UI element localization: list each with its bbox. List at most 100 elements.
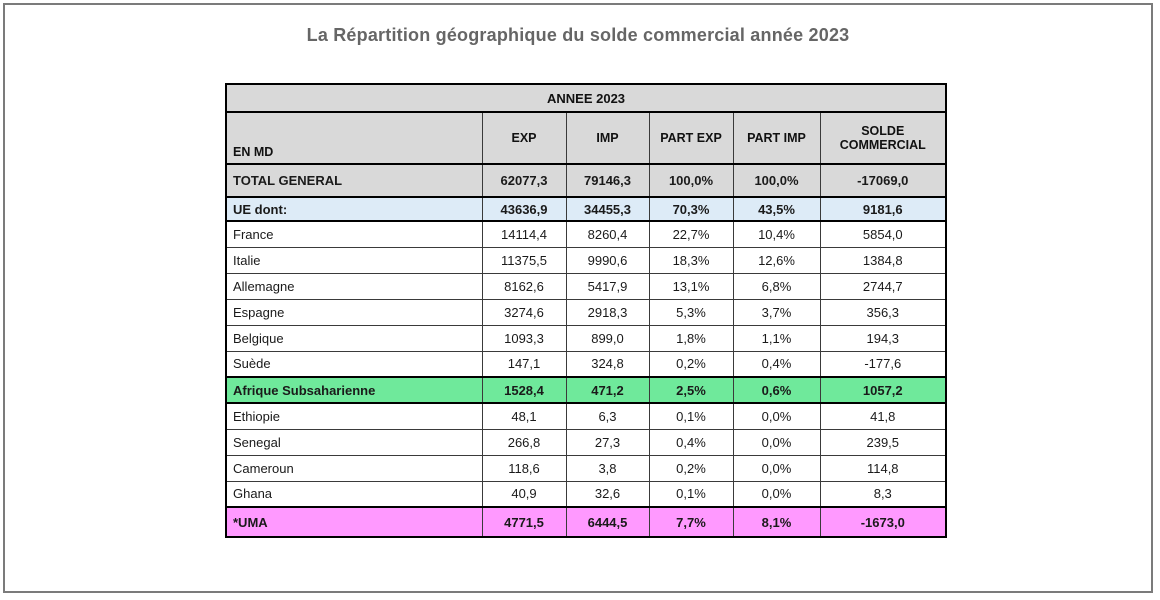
cell-exp: 1528,4 [481, 376, 567, 404]
cell-solde: 5854,0 [819, 220, 947, 248]
cell-solde: 239,5 [819, 428, 947, 456]
cell-exp: 48,1 [481, 402, 567, 430]
table-row: Belgique 1093,3 899,0 1,8% 1,1% 194,3 [225, 324, 947, 352]
cell-label: Afrique Subsaharienne [225, 376, 483, 404]
cell-solde: 1057,2 [819, 376, 947, 404]
cell-part-exp: 0,2% [648, 454, 734, 482]
cell-exp: 43636,9 [481, 196, 567, 222]
cell-part-imp: 0,0% [732, 454, 821, 482]
cell-imp: 6,3 [565, 402, 650, 430]
cell-part-imp: 0,0% [732, 428, 821, 456]
cell-exp: 14114,4 [481, 220, 567, 248]
cell-imp: 5417,9 [565, 272, 650, 300]
cell-imp: 899,0 [565, 324, 650, 352]
table-body: TOTAL GENERAL 62077,3 79146,3 100,0% 100,0% -… [225, 163, 947, 538]
table-row: Ethiopie 48,1 6,3 0,1% 0,0% 41,8 [225, 402, 947, 430]
cell-part-imp: 1,1% [732, 324, 821, 352]
cell-label: TOTAL GENERAL [225, 163, 483, 198]
table-row: Ghana 40,9 32,6 0,1% 0,0% 8,3 [225, 480, 947, 508]
cell-imp: 3,8 [565, 454, 650, 482]
table-row: Afrique Subsaharienne 1528,4 471,2 2,5% 0,6%… [225, 376, 947, 404]
cell-exp: 147,1 [481, 350, 567, 378]
cell-label: Italie [225, 246, 483, 274]
cell-label: Suède [225, 350, 483, 378]
cell-solde: 114,8 [819, 454, 947, 482]
cell-part-exp: 22,7% [648, 220, 734, 248]
table-row: Espagne 3274,6 2918,3 5,3% 3,7% 356,3 [225, 298, 947, 326]
cell-label: Ghana [225, 480, 483, 508]
cell-exp: 11375,5 [481, 246, 567, 274]
column-header-solde: SOLDE COMMERCIAL [819, 111, 947, 165]
table-row: Cameroun 118,6 3,8 0,2% 0,0% 114,8 [225, 454, 947, 482]
cell-exp: 62077,3 [481, 163, 567, 198]
cell-solde: 41,8 [819, 402, 947, 430]
cell-part-imp: 8,1% [732, 506, 821, 538]
cell-imp: 8260,4 [565, 220, 650, 248]
cell-part-exp: 0,1% [648, 480, 734, 508]
cell-label: Espagne [225, 298, 483, 326]
cell-part-exp: 18,3% [648, 246, 734, 274]
cell-solde: 2744,7 [819, 272, 947, 300]
cell-part-exp: 70,3% [648, 196, 734, 222]
year-header-cell: ANNEE 2023 [225, 83, 947, 113]
cell-part-imp: 100,0% [732, 163, 821, 198]
cell-part-imp: 10,4% [732, 220, 821, 248]
table-row: France 14114,4 8260,4 22,7% 10,4% 5854,0 [225, 220, 947, 248]
cell-solde: -17069,0 [819, 163, 947, 198]
year-header-row: ANNEE 2023 [225, 83, 947, 113]
cell-part-imp: 12,6% [732, 246, 821, 274]
table-row: Senegal 266,8 27,3 0,4% 0,0% 239,5 [225, 428, 947, 456]
cell-imp: 471,2 [565, 376, 650, 404]
cell-imp: 32,6 [565, 480, 650, 508]
cell-solde: -177,6 [819, 350, 947, 378]
table-row: Allemagne 8162,6 5417,9 13,1% 6,8% 2744,7 [225, 272, 947, 300]
cell-label: UE dont: [225, 196, 483, 222]
table-row: Suède 147,1 324,8 0,2% 0,4% -177,6 [225, 350, 947, 378]
cell-part-imp: 0,0% [732, 402, 821, 430]
table-row: UE dont: 43636,9 34455,3 70,3% 43,5% 9181,6 [225, 196, 947, 222]
cell-solde: 9181,6 [819, 196, 947, 222]
cell-solde: 8,3 [819, 480, 947, 508]
cell-part-imp: 0,6% [732, 376, 821, 404]
cell-part-exp: 0,4% [648, 428, 734, 456]
page-title: La Répartition géographique du solde com… [306, 25, 850, 45]
column-header-imp: IMP [565, 111, 650, 165]
cell-part-exp: 7,7% [648, 506, 734, 538]
cell-part-exp: 0,1% [648, 402, 734, 430]
cell-exp: 1093,3 [481, 324, 567, 352]
cell-part-exp: 1,8% [648, 324, 734, 352]
table-row: *UMA 4771,5 6444,5 7,7% 8,1% -1673,0 [225, 506, 947, 538]
cell-imp: 6444,5 [565, 506, 650, 538]
cell-exp: 3274,6 [481, 298, 567, 326]
column-header-part-imp: PART IMP [732, 111, 821, 165]
trade-balance-table: ANNEE 2023 EN MD EXP IMP PART EXP PART I… [225, 83, 948, 538]
cell-imp: 2918,3 [565, 298, 650, 326]
cell-label: Belgique [225, 324, 483, 352]
cell-part-imp: 3,7% [732, 298, 821, 326]
table-row: Italie 11375,5 9990,6 18,3% 12,6% 1384,8 [225, 246, 947, 274]
cell-part-imp: 6,8% [732, 272, 821, 300]
cell-solde: -1673,0 [819, 506, 947, 538]
page-frame: La Répartition géographique du solde com… [3, 3, 1153, 593]
cell-imp: 79146,3 [565, 163, 650, 198]
cell-part-imp: 0,4% [732, 350, 821, 378]
column-header-part-exp: PART EXP [648, 111, 734, 165]
cell-solde: 356,3 [819, 298, 947, 326]
column-header-row: EN MD EXP IMP PART EXP PART IMP SOLDE CO… [225, 111, 947, 165]
cell-part-exp: 13,1% [648, 272, 734, 300]
table-row: TOTAL GENERAL 62077,3 79146,3 100,0% 100,0% -… [225, 163, 947, 198]
cell-label: Cameroun [225, 454, 483, 482]
cell-part-exp: 100,0% [648, 163, 734, 198]
cell-imp: 27,3 [565, 428, 650, 456]
cell-label: Ethiopie [225, 402, 483, 430]
cell-part-exp: 2,5% [648, 376, 734, 404]
cell-label: Allemagne [225, 272, 483, 300]
cell-label: *UMA [225, 506, 483, 538]
cell-part-exp: 5,3% [648, 298, 734, 326]
cell-part-exp: 0,2% [648, 350, 734, 378]
cell-exp: 4771,5 [481, 506, 567, 538]
cell-exp: 266,8 [481, 428, 567, 456]
cell-label: Senegal [225, 428, 483, 456]
cell-exp: 8162,6 [481, 272, 567, 300]
cell-imp: 34455,3 [565, 196, 650, 222]
